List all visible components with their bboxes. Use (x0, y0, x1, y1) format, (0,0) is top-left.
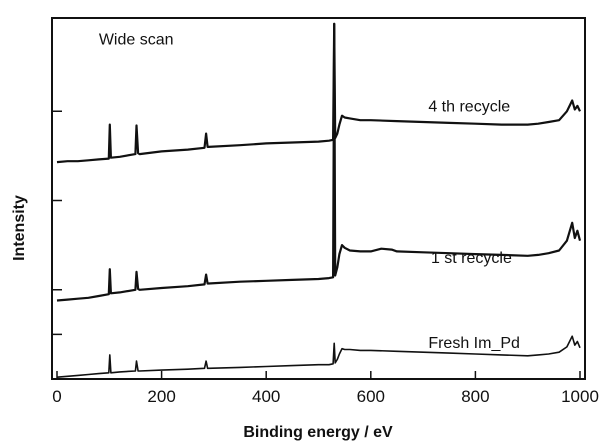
x-tick-label-0: 0 (52, 387, 61, 406)
annotation-2: 1 st recycle (431, 250, 512, 267)
series-line-1 (56, 22, 582, 302)
x-tick-label-5: 1000 (561, 387, 599, 406)
series-line-2 (56, 335, 581, 378)
annotation-3: Fresh Im_Pd (428, 335, 520, 352)
series-line-0 (56, 22, 581, 164)
plot-frame (51, 17, 586, 380)
x-tick-label-3: 600 (357, 387, 385, 406)
x-tick-label-2: 400 (252, 387, 280, 406)
x-tick-label-4: 800 (461, 387, 489, 406)
ticks-layer: 0 200 400 600 800 1000 (52, 110, 599, 406)
annotation-0: Wide scan (99, 31, 174, 48)
labels-layer: Wide scan 4 th recycle 1 st recycle Fresh I… (99, 31, 520, 351)
x-axis-label: Binding energy / eV (243, 424, 393, 441)
series-layer (56, 22, 582, 378)
y-axis-label: Intensity (11, 195, 28, 261)
x-tick-label-1: 200 (147, 387, 175, 406)
annotation-1: 4 th recycle (428, 98, 510, 115)
